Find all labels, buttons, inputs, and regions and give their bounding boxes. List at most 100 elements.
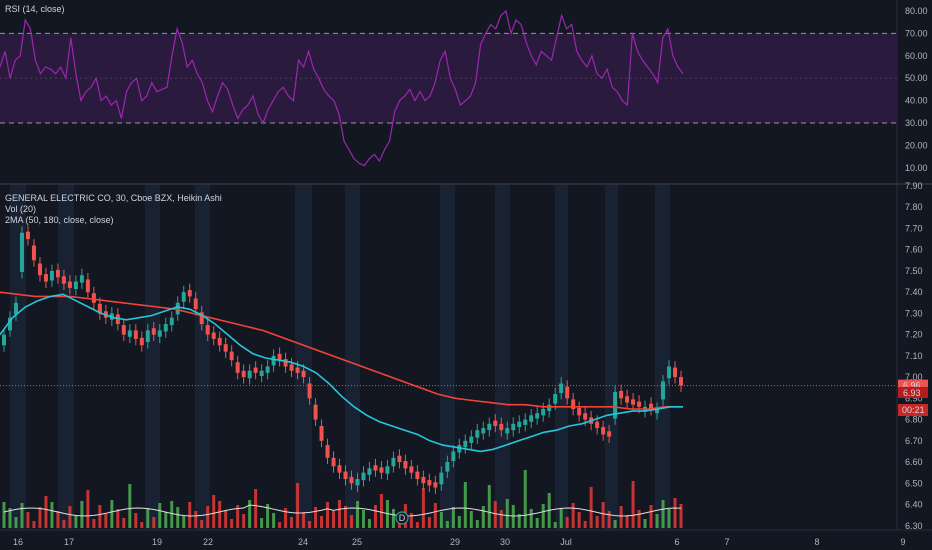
candle-body [451, 451, 456, 461]
candle-body [547, 404, 552, 412]
candle-body [493, 420, 498, 426]
volume-bar [379, 494, 383, 528]
candle-body [175, 302, 180, 315]
volume-bar [146, 508, 150, 528]
candle-body [193, 298, 198, 310]
candle-body [55, 269, 60, 278]
candle-body [583, 413, 588, 420]
volume-bar [577, 512, 581, 528]
volume-bar [499, 510, 503, 528]
candle-body [499, 423, 504, 431]
volume-legend[interactable]: Vol (20) [5, 204, 37, 214]
price-tick-label: 6.60 [905, 457, 923, 467]
volume-bar [344, 506, 347, 528]
volume-bar [361, 510, 365, 528]
volume-bar [188, 502, 192, 528]
volume-bar [224, 510, 228, 528]
volume-bar [367, 519, 371, 528]
price-tick-label: 6.80 [905, 415, 923, 425]
volume-bar [595, 516, 599, 528]
volume-bar [260, 518, 264, 528]
candle-body [37, 263, 42, 276]
volume-bar [122, 518, 126, 528]
volume-bar [583, 521, 587, 528]
price-tick-label: 7.20 [905, 330, 923, 340]
time-axis-label: 7 [724, 537, 729, 547]
candle-body [7, 317, 12, 331]
ma-50-line [0, 293, 683, 453]
rsi-band [0, 33, 897, 123]
candle-body [181, 292, 186, 302]
rsi-legend[interactable]: RSI (14, close) [5, 4, 65, 14]
session-band [605, 185, 618, 530]
dividend-marker [395, 511, 409, 525]
candle-body [379, 467, 384, 473]
volume-bar [326, 502, 330, 528]
volume-bar [511, 505, 515, 528]
volume-bar [469, 511, 473, 528]
price-tick-label: 7.90 [905, 181, 923, 191]
volume-bar [104, 514, 108, 528]
price-legend-title[interactable]: GENERAL ELECTRIC CO, 30, Cboe BZX, Heiki… [5, 193, 222, 203]
candle-body [163, 324, 168, 332]
candle-body [43, 274, 48, 282]
volume-bar [535, 518, 539, 528]
session-band [345, 185, 360, 530]
session-band [295, 185, 312, 530]
ma-legend[interactable]: 2MA (50, 180, close, close) [5, 215, 114, 225]
volume-bar [433, 503, 437, 528]
session-band [655, 185, 670, 530]
candle-body [283, 359, 288, 367]
candle-body [61, 276, 66, 284]
volume-bar [290, 517, 294, 528]
volume-bar [236, 505, 240, 528]
rsi-tick-label: 60.00 [905, 51, 928, 61]
price-tick-label: 7.80 [905, 202, 923, 212]
session-band [440, 185, 455, 530]
volume-bar [481, 506, 485, 528]
volume-bar [176, 507, 180, 528]
volume-bar [559, 508, 563, 528]
volume-bar [80, 501, 84, 528]
time-axis-label: 17 [64, 537, 74, 547]
rsi-tick-label: 50.00 [905, 73, 928, 83]
candle-body [349, 476, 354, 484]
volume-bar [302, 512, 306, 528]
volume-ma-line [3, 504, 682, 517]
candle-body [409, 466, 414, 473]
candle-body [523, 419, 528, 425]
time-axis-label: 19 [152, 537, 162, 547]
volume-bar [373, 505, 377, 528]
candle-body [619, 390, 624, 399]
candle-body [463, 440, 468, 448]
volume-bar [607, 511, 611, 528]
volume-bar [355, 501, 359, 528]
volume-bar [68, 506, 72, 528]
price-tick-label: 7.30 [905, 308, 923, 318]
candle-body [139, 337, 144, 346]
candle-body [517, 421, 522, 428]
volume-bar [272, 513, 276, 528]
rsi-tick-label: 10.00 [905, 163, 928, 173]
candle-body [601, 427, 606, 435]
candle-body [91, 293, 96, 303]
candle-body [367, 468, 372, 475]
volume-bar [20, 503, 24, 528]
session-band [145, 185, 160, 530]
session-band [195, 185, 210, 530]
time-axis-label: 8 [814, 537, 819, 547]
price-tick-label: 6.40 [905, 500, 923, 510]
volume-bar [661, 500, 665, 528]
candle-body [277, 353, 282, 361]
volume-bar [487, 485, 491, 528]
time-axis-label: 6 [674, 537, 679, 547]
price-tick-label: 7.00 [905, 372, 923, 382]
candle-body [667, 366, 672, 379]
ma-180-line [0, 291, 683, 410]
candle-body [661, 381, 666, 400]
volume-bar [26, 512, 30, 528]
volume-bar [242, 514, 246, 528]
candle-body [355, 479, 360, 486]
candle-body [529, 415, 534, 422]
time-axis-label: 30 [500, 537, 510, 547]
